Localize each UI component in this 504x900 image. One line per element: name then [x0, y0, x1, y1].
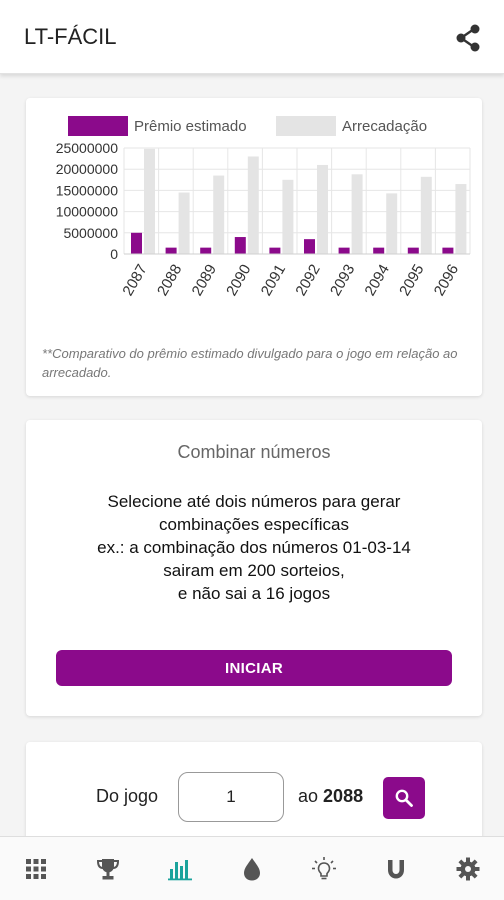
- x-tick-label: 2096: [431, 262, 462, 299]
- prize-bar: [373, 247, 385, 254]
- x-tick-label: 2093: [327, 262, 358, 299]
- from-game-input[interactable]: 1: [178, 772, 284, 822]
- nav-tips[interactable]: [288, 837, 360, 900]
- nav-magnet[interactable]: [360, 837, 432, 900]
- grid-icon: [26, 859, 46, 879]
- revenue-bar: [282, 179, 294, 254]
- nav-grid[interactable]: [0, 837, 72, 900]
- combine-card: Combinar números Selecione até dois núme…: [26, 420, 482, 716]
- y-tick-label: 0: [110, 246, 118, 262]
- app-bar: LT-FÁCIL: [0, 0, 504, 74]
- chart-footnote: **Comparativo do prêmio estimado divulga…: [42, 346, 458, 380]
- trophy-icon: [96, 859, 120, 880]
- nav-trophy[interactable]: [72, 837, 144, 900]
- legend-swatch: [276, 116, 336, 136]
- legend-swatch: [68, 116, 128, 136]
- app-title: LT-FÁCIL: [24, 24, 117, 49]
- prize-bar: [338, 247, 350, 254]
- x-tick-label: 2087: [119, 262, 150, 299]
- revenue-bar: [178, 192, 190, 254]
- combine-line: e não sai a 16 jogos: [177, 584, 331, 603]
- prize-vs-revenue-chart: Prêmio estimado Arrecadação 25000000 200000…: [56, 116, 471, 299]
- revenue-bar: [213, 175, 225, 254]
- lightbulb-icon: [312, 857, 336, 880]
- prize-bar: [269, 247, 281, 254]
- combine-title: Combinar números: [177, 442, 331, 462]
- y-tick-label: 15000000: [56, 182, 119, 198]
- y-tick-label: 5000000: [63, 225, 118, 241]
- prize-bar: [442, 247, 454, 254]
- prize-bar: [304, 239, 315, 254]
- x-tick-label: 2091: [258, 262, 289, 299]
- y-tick-label: 25000000: [56, 140, 119, 156]
- search-icon: [395, 789, 413, 807]
- bottom-navigation: [0, 836, 504, 900]
- nav-drop[interactable]: [216, 837, 288, 900]
- revenue-bar: [455, 184, 467, 254]
- x-tick-label: 2088: [154, 262, 185, 299]
- share-icon[interactable]: [452, 22, 484, 54]
- x-tick-label: 2092: [292, 262, 323, 299]
- legend-label: Arrecadação: [342, 118, 427, 135]
- prize-bar: [131, 232, 142, 254]
- x-tick-label: 2094: [362, 262, 393, 299]
- magnet-icon: [388, 860, 404, 879]
- revenue-bar: [386, 193, 398, 254]
- drop-icon: [244, 858, 260, 881]
- revenue-bar: [247, 156, 259, 254]
- prize-bar: [234, 237, 246, 254]
- y-tick-label: 20000000: [56, 161, 119, 177]
- combine-line: ex.: a combinação dos números 01-03-14: [97, 538, 411, 557]
- revenue-bar: [351, 174, 363, 254]
- start-button[interactable]: INICIAR: [56, 650, 452, 686]
- x-tick-label: 2095: [396, 262, 427, 299]
- prize-bar: [165, 247, 177, 254]
- chart-card: Prêmio estimado Arrecadação 25000000 200000…: [26, 98, 482, 396]
- combine-line: Selecione até dois números para gerar: [107, 492, 401, 511]
- revenue-bar: [317, 164, 328, 254]
- x-tick-label: 2090: [223, 262, 254, 299]
- prize-bar: [200, 247, 212, 254]
- y-tick-label: 10000000: [56, 204, 119, 220]
- to-game-value: 2088: [323, 786, 364, 806]
- gear-icon: [456, 857, 480, 881]
- bar-chart-icon: [168, 860, 192, 881]
- combine-line: combinações específicas: [159, 515, 349, 534]
- to-label: ao: [298, 786, 319, 806]
- from-game-label: Do jogo: [96, 786, 159, 806]
- prize-bar: [407, 247, 419, 254]
- nav-statistics[interactable]: [144, 837, 216, 900]
- revenue-bar: [420, 176, 432, 254]
- search-button[interactable]: [383, 777, 425, 819]
- nav-settings[interactable]: [432, 837, 504, 900]
- combine-line: sairam em 200 sorteios,: [163, 561, 345, 580]
- x-tick-label: 2089: [189, 262, 220, 299]
- to-game-label: ao 2088: [298, 786, 363, 807]
- legend-label: Prêmio estimado: [134, 118, 247, 135]
- revenue-bar: [144, 148, 155, 254]
- combine-description: Selecione até dois números para gerar co…: [26, 490, 482, 605]
